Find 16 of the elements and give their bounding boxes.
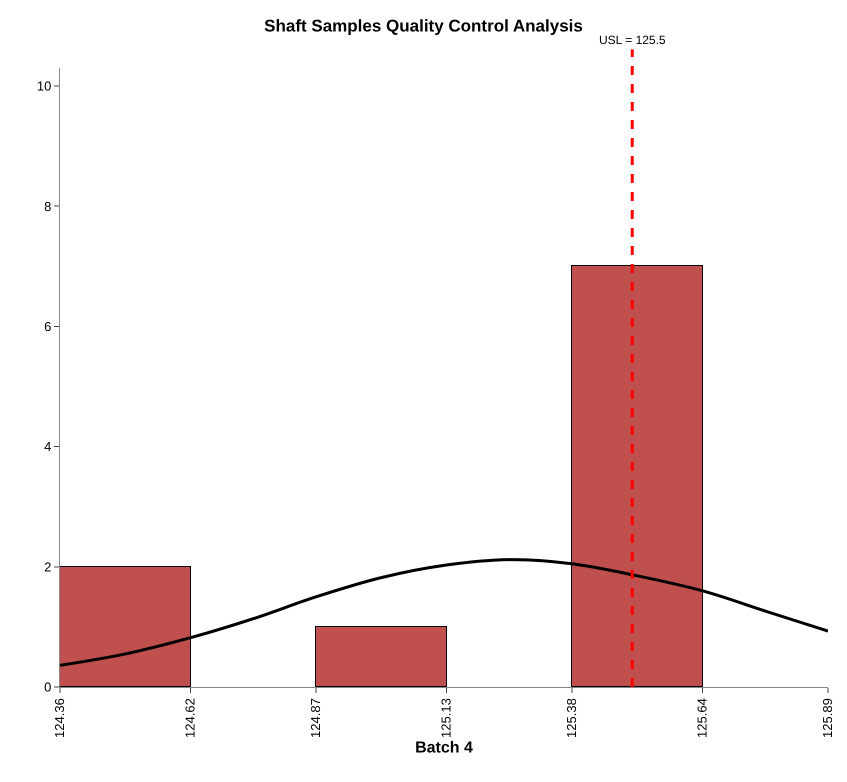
x-axis-title: Batch 4 [415,740,473,757]
y-tick-label: 0 [44,680,52,695]
x-tick-label: 124.62 [182,698,198,738]
y-tick-label: 10 [36,78,52,94]
x-tick-label: 125.89 [820,698,836,738]
y-tick-label: 4 [44,439,52,454]
chart-title: Shaft Samples Quality Control Analysis [264,16,583,36]
x-tick-label: 125.64 [694,698,710,738]
ref-line-label: USL = 125.5 [599,33,666,47]
x-tick-label: 125.38 [564,698,580,738]
x-tick-label: 124.87 [308,698,324,738]
y-tick-label: 6 [44,318,52,334]
x-tick-label: 125.13 [438,698,454,738]
y-tick-label: 2 [44,559,52,574]
x-tick-label: 124.36 [52,698,68,738]
y-tick-label: 8 [44,198,52,214]
